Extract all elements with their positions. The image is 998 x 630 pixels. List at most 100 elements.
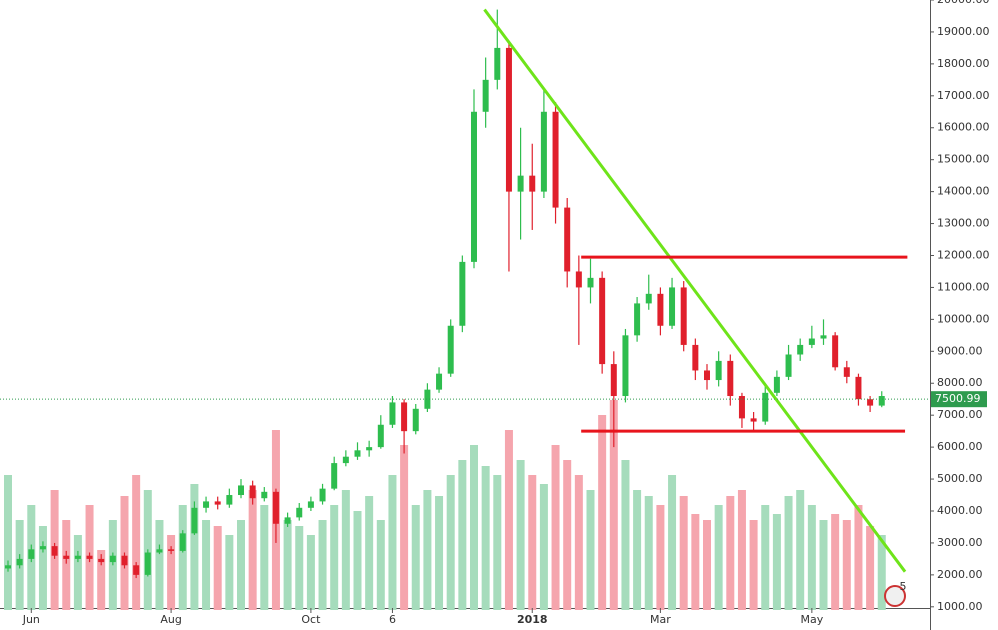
candle-body [680,287,687,345]
y-tick-label: 12000.00 [937,248,990,261]
candle-body [51,546,58,556]
candle-body [843,367,850,377]
candle-body [284,517,291,524]
y-tick-label: 9000.00 [937,344,983,357]
candle-body [39,546,46,550]
volume-bar [551,445,560,610]
volume-bar [225,535,234,610]
candle-body [878,396,885,406]
volume-bar [679,496,688,610]
candle-body [331,463,338,489]
candle-body [564,207,571,272]
candle-body [261,491,268,499]
candle-body [529,175,536,192]
candle-body [307,501,314,508]
y-tick-label: 8000.00 [937,376,983,389]
y-tick-label: 17000.00 [937,89,990,102]
y-tick-label: 6000.00 [937,440,983,453]
volume-bar [598,415,607,610]
candle-body [540,111,547,192]
candle-body [412,408,419,432]
volume-bar [341,490,350,610]
volume-bar [866,526,875,610]
last-price-label: 7500.99 [935,392,981,405]
candle-body [16,558,23,566]
volume-bar [306,535,315,610]
volume-bar [609,400,618,610]
candle-body [226,495,233,505]
volume-bar [726,496,735,610]
candle-body [249,485,256,499]
price-layer [5,8,908,579]
y-tick-label: 15000.00 [937,153,990,166]
badge-label: 5 [900,580,907,593]
candle-body [482,79,489,112]
candle-body [63,555,70,559]
candle-body [704,370,710,381]
volume-bar [73,535,82,610]
candle-body [820,335,827,339]
candle-body [109,555,116,563]
candle-body [738,396,745,419]
x-tick-label: 6 [389,613,396,626]
x-tick-label: Oct [301,613,321,626]
candle-body [366,447,373,451]
volume-bar [202,520,211,610]
candle-body [471,111,477,262]
volume-bar [574,475,583,610]
candle-body [447,325,454,374]
volume-bar [283,520,292,610]
volume-bar [819,520,828,610]
candle-body [785,354,792,377]
candle-body [168,549,175,551]
volume-bar [330,505,339,610]
candle-body [575,271,582,288]
volume-layer [4,400,886,610]
volume-bar [633,490,642,610]
candle-body [657,293,664,326]
candle-body [121,555,128,566]
volume-bar [644,496,653,610]
candle-body [505,47,512,192]
volume-bar [388,475,397,610]
candle-body [552,111,559,208]
candle-body [692,344,699,371]
y-tick-label: 20000.00 [937,0,990,6]
volume-bar [376,520,385,610]
candle-body [867,399,874,406]
candle-body [587,277,594,288]
x-tick-label: May [800,613,823,626]
candle-body [191,507,198,534]
x-tick-label: Mar [650,613,671,626]
candle-body [622,335,629,397]
candle-body [669,287,676,326]
volume-bar [621,460,630,610]
volume-bar [400,445,409,610]
y-tick-label: 16000.00 [937,121,990,134]
candle-body [179,533,186,551]
candle-body [424,389,431,409]
volume-bar [237,520,245,610]
volume-bar [714,505,723,610]
candle-body [634,303,641,336]
volume-bar [691,514,700,610]
volume-bar [854,505,863,610]
y-tick-label: 19000.00 [937,25,990,38]
volume-bar [563,460,572,610]
candle-body [86,555,93,559]
candle-body [214,501,221,505]
x-tick-label: Aug [160,613,181,626]
last-price-box [931,391,987,408]
candle-body [272,491,279,524]
candle-body [203,501,210,508]
volume-bar [877,535,886,610]
candle-body [459,261,466,326]
y-tick-label: 7000.00 [937,408,983,421]
candle-body [610,364,617,397]
volume-bar [539,484,548,610]
x-tick-label: Jun [22,613,40,626]
candle-body [808,338,815,345]
volume-bar [481,466,490,610]
volume-bar [190,484,199,610]
